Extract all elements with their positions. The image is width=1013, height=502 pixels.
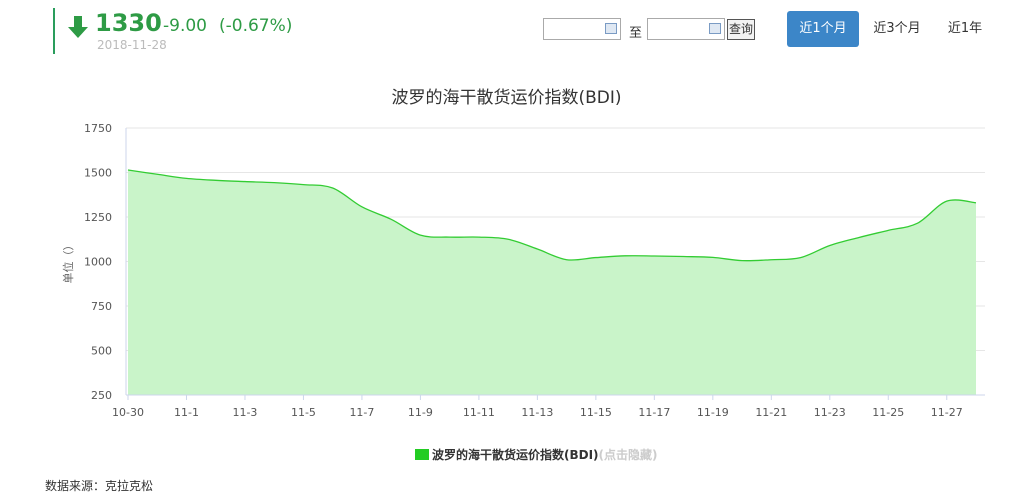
x-tick-label: 11-13 [521, 406, 553, 419]
y-tick-label: 1750 [84, 122, 112, 135]
x-tick-label: 11-21 [755, 406, 787, 419]
x-tick-label: 11-9 [408, 406, 433, 419]
series-line [127, 169, 977, 262]
price-change-percent: (-0.67%) [219, 16, 293, 36]
x-tick-label: 10-30 [112, 406, 144, 419]
bdi-chart: 250 500 750 1000 1250 1500 1750 10-30 11-1 11-3 11… [61, 122, 985, 419]
x-tick-label: 11-7 [349, 406, 374, 419]
arrow-down-icon [68, 16, 88, 38]
calendar-icon[interactable] [605, 23, 617, 34]
current-price: 1330 [95, 9, 162, 37]
quote-date: 2018-11-28 [97, 38, 167, 52]
x-tick-label: 11-5 [291, 406, 316, 419]
y-tick-label: 1250 [84, 211, 112, 224]
quote-header: 1330 -9.00 (-0.67%) 2018-11-28 [53, 8, 292, 54]
x-tick-label: 11-3 [232, 406, 257, 419]
range-1-year-button[interactable]: 近1年 [947, 21, 983, 36]
y-tick-label: 1000 [84, 256, 112, 269]
query-button[interactable]: 查询 [727, 19, 755, 40]
x-tick-label: 11-15 [580, 406, 612, 419]
legend-item-bdi[interactable]: 波罗的海干散货运价指数(BDI)(点击隐藏) [415, 446, 658, 463]
chart-title: 波罗的海干散货运价指数(BDI) [391, 88, 622, 108]
legend-swatch [415, 449, 429, 460]
x-tick-label: 11-19 [697, 406, 729, 419]
start-date-input[interactable] [543, 18, 621, 40]
calendar-icon[interactable] [709, 23, 721, 34]
data-source: 数据来源：克拉克松 [45, 479, 154, 493]
y-tick-label: 250 [91, 389, 112, 402]
y-axis-label: 单位（） [61, 240, 75, 284]
x-tick-label: 11-11 [463, 406, 495, 419]
range-1-month-button[interactable]: 近1个月 [787, 11, 859, 47]
range-3-months-button[interactable]: 近3个月 [873, 21, 921, 36]
legend-hint: (点击隐藏) [598, 448, 658, 462]
y-tick-label: 750 [91, 300, 112, 313]
series-area [128, 170, 976, 395]
price-change: -9.00 [163, 16, 207, 36]
x-tick-label: 11-1 [174, 406, 199, 419]
legend-label: 波罗的海干散货运价指数(BDI) [432, 448, 599, 462]
end-date-input[interactable] [647, 18, 725, 40]
x-tick-label: 11-27 [931, 406, 963, 419]
to-label: 至 [629, 26, 643, 41]
y-tick-label: 1500 [84, 167, 112, 180]
y-tick-label: 500 [91, 345, 112, 358]
x-tick-label: 11-23 [814, 406, 846, 419]
x-tick-label: 11-25 [872, 406, 904, 419]
x-tick-label: 11-17 [638, 406, 670, 419]
